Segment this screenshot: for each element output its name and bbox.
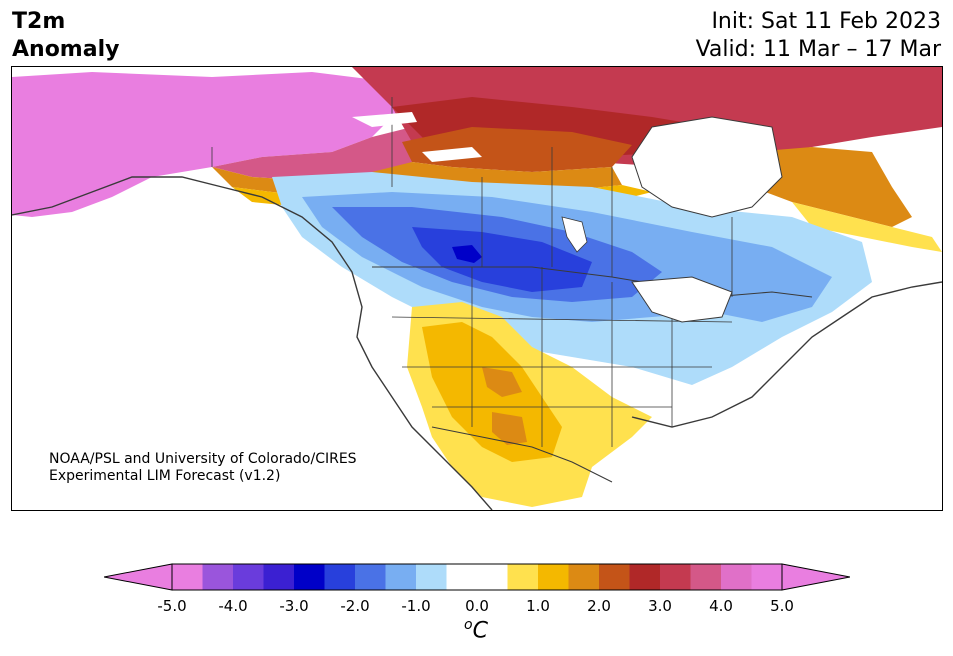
map-title: T2m Anomaly xyxy=(12,8,119,64)
colorbar-frame xyxy=(171,563,783,591)
init-date: Init: Sat 11 Feb 2023 xyxy=(711,9,941,34)
colorbar-unit: oC xyxy=(464,617,488,643)
colorbar-segment xyxy=(416,564,447,590)
title-line-1: T2m xyxy=(12,9,66,34)
credit-text: NOAA/PSL and University of Colorado/CIRE… xyxy=(49,451,357,485)
colorbar-segment xyxy=(233,564,264,590)
water-body xyxy=(422,147,482,162)
colorbar-tick-label: 3.0 xyxy=(648,597,672,615)
state-border xyxy=(211,97,733,447)
colorbar xyxy=(104,562,850,592)
colorbar-extend-high xyxy=(781,563,850,591)
anomaly-region xyxy=(482,367,522,397)
coastline xyxy=(631,281,942,428)
title-line-2: Anomaly xyxy=(12,37,120,62)
colorbar-segment xyxy=(690,564,722,590)
water-body xyxy=(561,216,588,253)
colorbar-segment xyxy=(446,564,478,590)
water-body xyxy=(352,112,417,127)
unit-letter: C xyxy=(472,618,488,644)
colorbar-tick-label: -4.0 xyxy=(218,597,248,615)
colorbar-tick-label: -2.0 xyxy=(340,597,370,615)
colorbar-tick-label: 1.0 xyxy=(526,597,550,615)
anomaly-region xyxy=(492,412,527,445)
colorbar-segment xyxy=(568,564,600,590)
colorbar-tick-label: -1.0 xyxy=(401,597,431,615)
anomaly-region xyxy=(412,227,592,292)
province-border xyxy=(481,147,733,297)
map-svg xyxy=(12,67,942,510)
forecast-dates: Init: Sat 11 Feb 2023 Valid: 11 Mar – 17… xyxy=(696,8,941,64)
unit-degree: o xyxy=(464,617,473,633)
colorbar-segment xyxy=(721,564,752,590)
colorbar-segment xyxy=(172,564,203,590)
colorbar-segment xyxy=(263,564,295,590)
anomaly-region xyxy=(212,127,432,182)
colorbar-segment xyxy=(660,564,691,590)
colorbar-tick-label: 4.0 xyxy=(709,597,733,615)
country-border xyxy=(431,426,613,483)
colorbar-tick-label: -5.0 xyxy=(157,597,187,615)
colorbar-tick-label: 5.0 xyxy=(770,597,794,615)
valid-range: Valid: 11 Mar – 17 Mar xyxy=(695,37,941,62)
colorbar-segment xyxy=(538,564,569,590)
colorbar-segment xyxy=(629,564,661,590)
colorbar-tick-label: 2.0 xyxy=(587,597,611,615)
colorbar-segment xyxy=(355,564,386,590)
anomaly-region xyxy=(12,72,402,217)
colorbar-segment xyxy=(477,564,508,590)
anomaly-region xyxy=(402,127,632,172)
water-body xyxy=(631,276,733,323)
colorbar-segment xyxy=(385,564,417,590)
colorbar-segment xyxy=(507,564,539,590)
coastline xyxy=(12,176,493,510)
colorbar-tick-label: 0.0 xyxy=(465,597,489,615)
anomaly-region xyxy=(792,202,942,252)
colorbar-segment xyxy=(324,564,356,590)
colorbar-segment xyxy=(202,564,234,590)
colorbar-tick-label: -3.0 xyxy=(279,597,309,615)
anomaly-region xyxy=(422,322,562,462)
colorbar-segment xyxy=(294,564,325,590)
anomaly-region xyxy=(452,245,482,263)
anomaly-map: NOAA/PSL and University of Colorado/CIRE… xyxy=(11,66,943,511)
colorbar-extend-low xyxy=(104,563,173,591)
colorbar-svg xyxy=(104,563,850,591)
credit-line-1: NOAA/PSL and University of Colorado/CIRE… xyxy=(49,451,357,467)
colorbar-segment xyxy=(751,564,783,590)
anomaly-region xyxy=(752,147,912,227)
water-body xyxy=(631,116,783,218)
colorbar-segment xyxy=(599,564,630,590)
credit-line-2: Experimental LIM Forecast (v1.2) xyxy=(49,468,281,484)
